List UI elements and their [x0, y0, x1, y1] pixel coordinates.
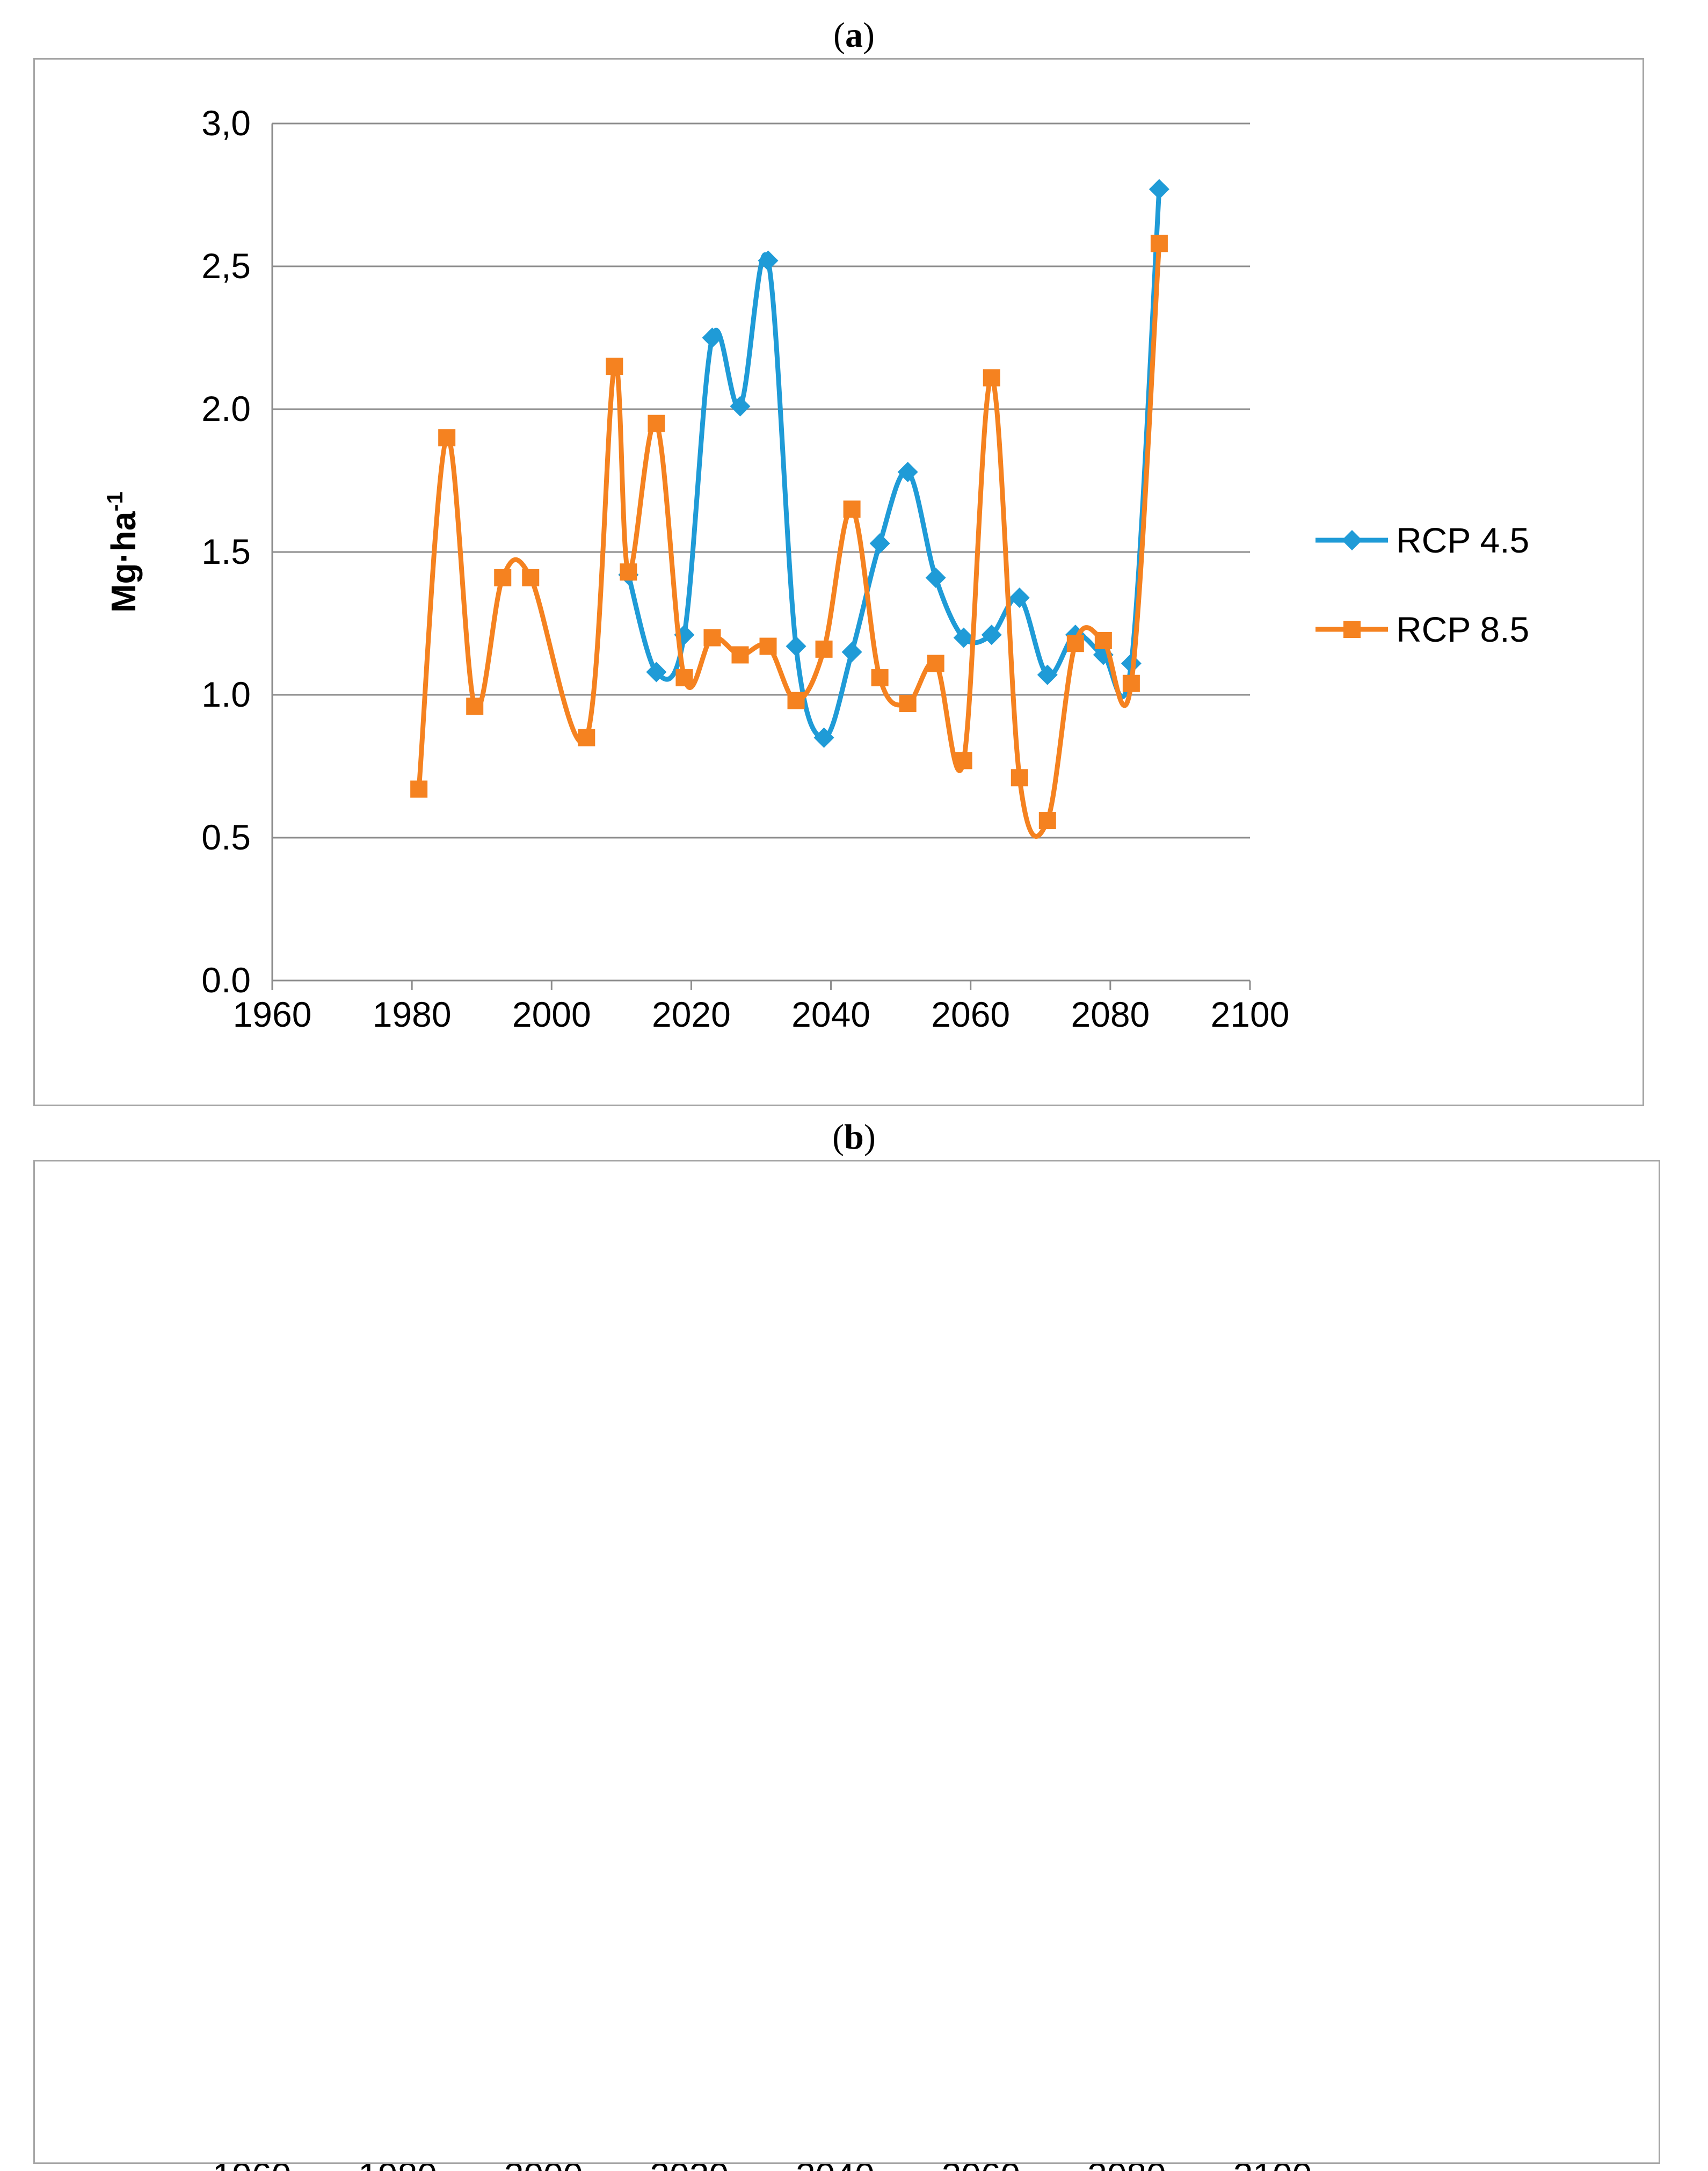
panel-label-a: (a) [833, 16, 875, 55]
chart-a-frame [33, 58, 1644, 1106]
chart-b-frame [33, 1160, 1660, 2164]
panel-label-b: (b) [832, 1117, 876, 1157]
